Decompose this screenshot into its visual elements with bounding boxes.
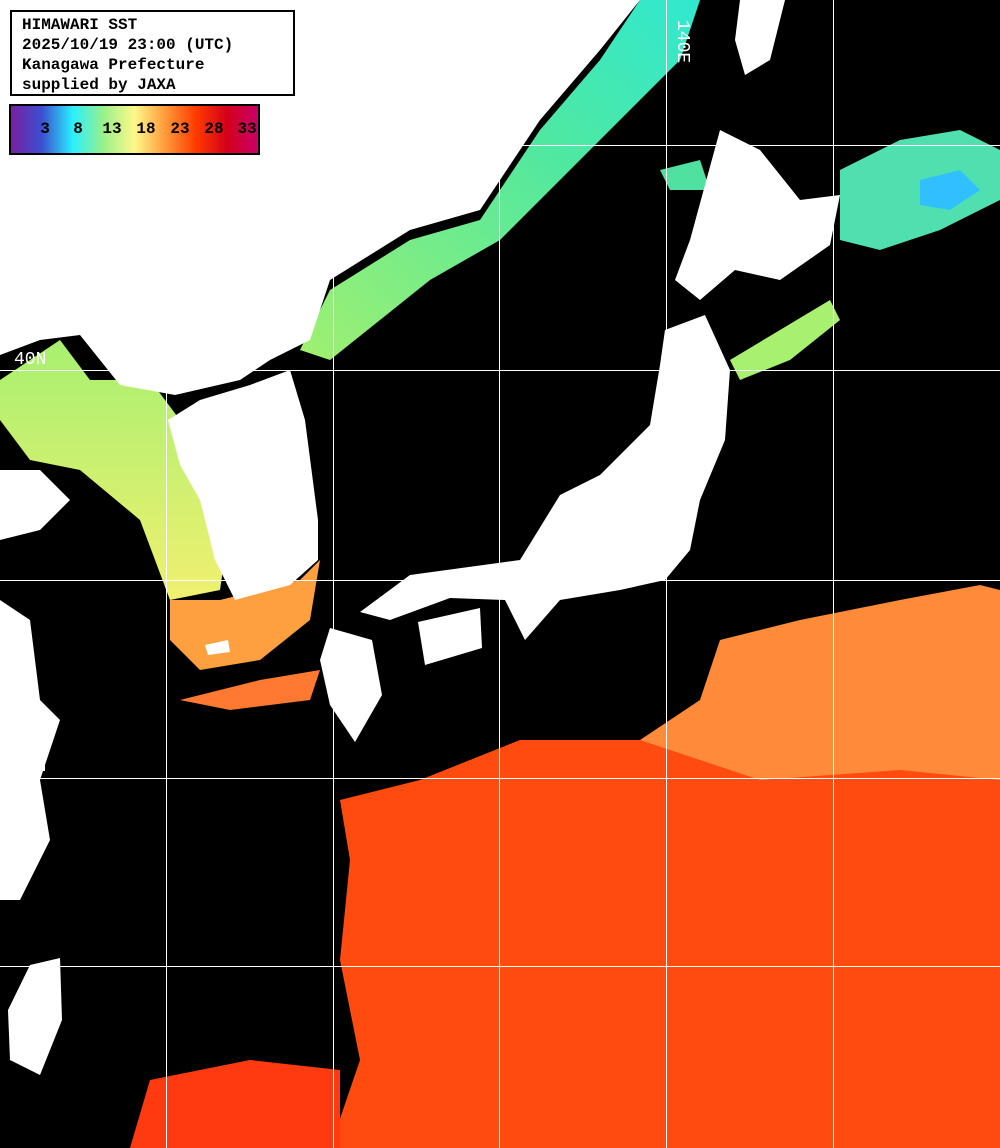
color-scale-tick: 18: [136, 120, 156, 138]
sst-sea-of-japan-east: [660, 160, 710, 190]
land-china-east: [0, 600, 60, 900]
land-shikoku: [418, 608, 482, 665]
landmasses: [0, 0, 840, 1075]
color-scale-tick: 8: [73, 120, 83, 138]
land-sakhalin: [735, 0, 785, 75]
data-source: supplied by JAXA: [22, 76, 176, 94]
sst-mild-region: [640, 585, 1000, 780]
sst-mild-strip: [180, 670, 320, 710]
land-kyushu: [320, 628, 382, 742]
land-korea: [168, 370, 318, 600]
land-china-north: [0, 470, 70, 540]
color-scale-tick: 33: [237, 120, 257, 138]
land-jeju: [205, 640, 230, 655]
sst-warm-region-west: [130, 1060, 340, 1148]
color-scale-tick: 13: [102, 120, 122, 138]
timestamp: 2025/10/19 23:00 (UTC): [22, 36, 234, 54]
latitude-label-40n: 40N: [14, 350, 47, 370]
longitude-label-140e: 140E: [672, 20, 692, 64]
land-hokkaido: [675, 130, 840, 300]
color-scale-tick: 28: [204, 120, 224, 138]
sst-coastal-strip: [300, 0, 700, 360]
land-continent: [0, 0, 640, 395]
sst-korea-strait: [0, 340, 230, 600]
color-scale-tick: 23: [170, 120, 190, 138]
land-taiwan: [8, 958, 62, 1075]
latitude-label-30n: 30N: [14, 757, 47, 777]
sst-sanriku-strip: [730, 300, 840, 380]
sst-mild-region-tsushima: [170, 560, 320, 670]
land-honshu: [360, 315, 730, 640]
sst-warm-region: [330, 740, 1000, 1148]
color-scale-legend: 3 8 13 18 23 28 33: [9, 104, 260, 155]
info-box: HIMAWARI SST 2025/10/19 23:00 (UTC) Kana…: [10, 10, 295, 96]
organization: Kanagawa Prefecture: [22, 56, 205, 74]
product-title: HIMAWARI SST: [22, 16, 138, 34]
sst-cold-patch: [920, 170, 980, 210]
color-scale-tick: 3: [40, 120, 50, 138]
